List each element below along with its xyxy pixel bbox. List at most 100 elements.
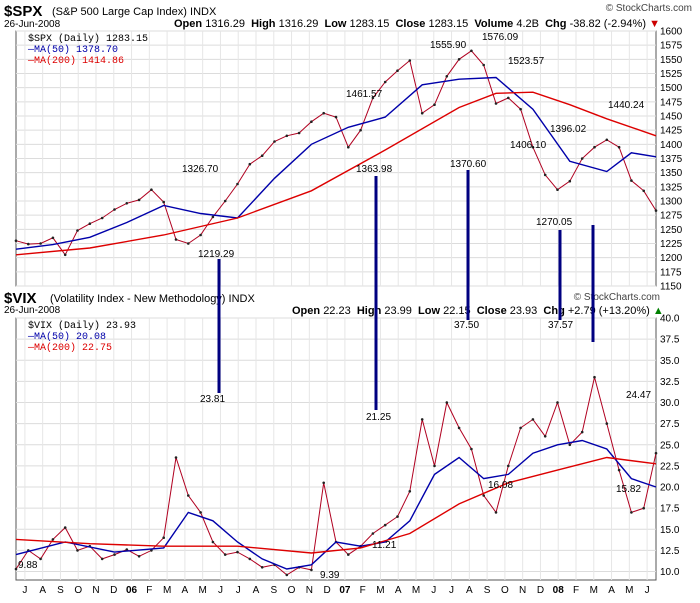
vix-price-point <box>580 430 584 434</box>
vix-price-point <box>125 548 129 551</box>
vix-price-point <box>408 490 412 493</box>
vix-y-tick-label: 32.5 <box>660 377 680 388</box>
spx-watermark: © StockCharts.com <box>605 3 692 14</box>
spx-price-point <box>223 199 227 203</box>
spx-price-point <box>125 202 129 205</box>
spx-y-tick-label: 1325 <box>660 182 683 193</box>
spx-price-point <box>63 253 67 257</box>
spx-price-point <box>27 242 30 246</box>
spx-y-tick-label: 1250 <box>660 225 683 236</box>
down-arrow-icon: ▼ <box>649 18 660 30</box>
x-month-label: S <box>270 585 277 596</box>
vix-watermark: © StockCharts.com <box>573 292 660 303</box>
spx-price-point <box>457 58 461 61</box>
x-month-label: S <box>484 585 491 596</box>
spx-price-point <box>187 242 190 245</box>
spx-symbol: $SPX <box>4 3 43 20</box>
spx-ohlc: Open 1316.29 High 1316.29 Low 1283.15 Cl… <box>174 18 660 30</box>
spx-price-point <box>507 96 510 100</box>
x-month-label: D <box>537 585 544 596</box>
vix-price-point <box>605 422 609 425</box>
spx-y-tick-label: 1525 <box>660 69 683 80</box>
spx-price-point <box>76 229 79 232</box>
x-month-label: S <box>57 585 64 596</box>
spx-annotation: 1555.90 <box>430 40 467 51</box>
spx-price-point <box>347 145 350 149</box>
vix-price-point <box>531 418 535 421</box>
spx-price-point <box>519 107 522 111</box>
spx-price-point <box>260 154 264 157</box>
x-month-label: J <box>431 585 436 596</box>
spx-y-tick-label: 1275 <box>660 211 683 222</box>
spx-price-point <box>273 140 276 143</box>
spx-price-point <box>371 96 375 100</box>
spx-price-point <box>297 131 301 135</box>
vix-price-point <box>371 532 375 535</box>
spx-price-point <box>593 145 596 149</box>
vix-legend-ma200: —MA(200) 22.75 <box>27 342 112 354</box>
spx-annotation: 1406.10 <box>510 140 547 151</box>
spx-annotation: 1219.29 <box>198 249 235 260</box>
vix-price-point <box>14 567 18 571</box>
spx-y-tick-label: 1450 <box>660 112 683 123</box>
vix-price-point <box>457 426 461 430</box>
vix-annotation: 24.47 <box>626 390 651 401</box>
vix-legend-ma50: —MA(50) 20.08 <box>27 331 106 343</box>
vix-symbol: $VIX <box>4 290 37 307</box>
x-month-label: M <box>376 585 384 596</box>
vix-price-point <box>51 538 55 541</box>
x-month-label: O <box>74 585 82 596</box>
vix-legend-price: $VIX (Daily) 23.93 <box>28 320 136 332</box>
vix-price-point <box>556 401 559 404</box>
vix-price-point <box>445 401 449 404</box>
vix-price-point <box>248 557 252 561</box>
spx-annotation: 1576.09 <box>482 32 519 43</box>
vix-price-point <box>223 553 227 556</box>
vix-annotation: 9.39 <box>320 570 340 581</box>
x-month-label: A <box>253 585 260 596</box>
spx-annotation: 1523.57 <box>508 56 545 67</box>
spx-y-tick-label: 1175 <box>660 267 682 278</box>
vix-y-tick-label: 40.0 <box>660 314 680 325</box>
spx-price-point <box>617 145 621 149</box>
x-month-label: J <box>449 585 454 596</box>
spx-y-tick-label: 1350 <box>660 168 683 179</box>
up-arrow-icon: ▲ <box>652 305 664 317</box>
x-month-label: M <box>412 585 420 596</box>
spx-price-point <box>310 120 313 123</box>
spx-y-tick-label: 1400 <box>660 140 683 151</box>
spx-annotation: 1363.98 <box>356 164 393 175</box>
x-month-label: O <box>501 585 509 596</box>
vix-price-point <box>162 536 165 539</box>
x-month-label: A <box>182 585 189 596</box>
spx-price-point <box>150 188 153 191</box>
vix-y-tick-label: 27.5 <box>660 419 680 430</box>
vix-price-point <box>642 506 645 510</box>
spx-price-point <box>396 69 399 72</box>
x-month-label: J <box>218 585 223 596</box>
vix-price-point <box>76 549 79 552</box>
vix-y-tick-label: 25.0 <box>660 440 680 451</box>
vix-price-point <box>310 568 313 572</box>
spx-price-point <box>248 162 252 166</box>
spx-price-point <box>556 188 559 191</box>
spx-y-tick-label: 1575 <box>660 41 683 52</box>
vix-ohlc: Open 22.23 High 23.99 Low 22.15 Close 23… <box>292 305 664 317</box>
spx-price-point <box>580 157 584 160</box>
vix-price-point <box>285 573 289 577</box>
x-month-label: F <box>360 585 366 596</box>
spx-price-point <box>445 75 449 78</box>
vix-plot-frame <box>15 317 657 581</box>
vix-y-tick-label: 37.5 <box>660 335 680 346</box>
vix-price-point <box>482 494 486 497</box>
x-month-label: N <box>92 585 99 596</box>
spx-price-point <box>568 179 572 183</box>
spx-price-point <box>654 209 658 212</box>
spx-price-point <box>322 111 326 115</box>
spx-name: (S&P 500 Large Cap Index) INDX <box>52 6 217 18</box>
vix-annotation: 21.25 <box>366 412 391 423</box>
spx-price-point <box>642 189 645 193</box>
spx-series-ma50 <box>15 76 657 250</box>
spx-price-point <box>174 238 178 241</box>
vix-price-point <box>420 418 424 421</box>
